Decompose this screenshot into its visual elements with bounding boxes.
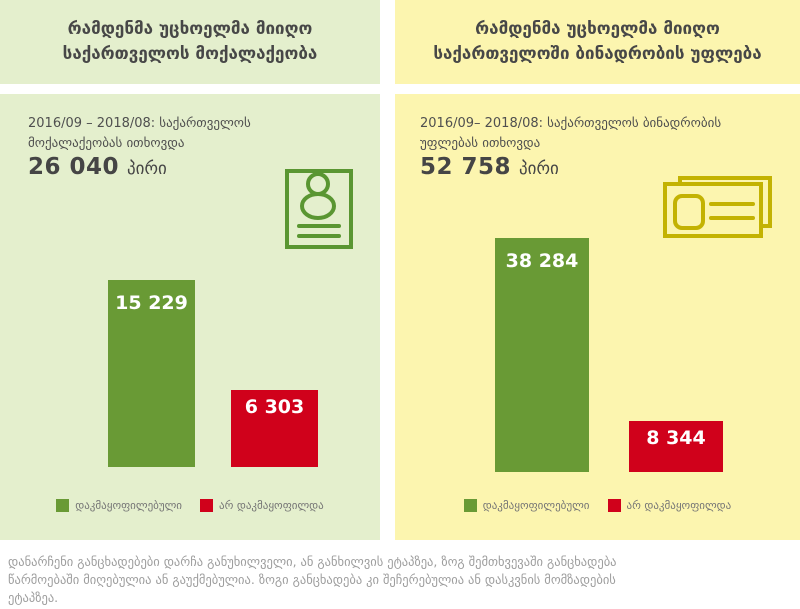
legend-label-approved: დაკმაყოფილებული bbox=[75, 499, 182, 512]
right-header-line2: საქართველოში ბინადრობის უფლება bbox=[433, 44, 762, 64]
legend-label-denied: არ დაკმაყოფილდა bbox=[626, 499, 732, 512]
legend-swatch-denied bbox=[200, 499, 213, 512]
legend-item-approved: დაკმაყოფილებული bbox=[463, 499, 590, 512]
legend-label-denied: არ დაკმაყოფილდა bbox=[219, 499, 324, 512]
legend-item-denied: არ დაკმაყოფილდა bbox=[200, 499, 324, 512]
legend-swatch-approved bbox=[56, 499, 70, 512]
residence-period-line2: უფლებას ითხოვდა bbox=[420, 136, 541, 151]
footnote: დანარჩენი განცხადებები დარჩა განუხილველი… bbox=[8, 553, 800, 607]
residence-total-unit: პირი bbox=[519, 159, 559, 179]
bar-approved: 38 284 bbox=[495, 238, 589, 472]
id-cards-icon bbox=[663, 176, 772, 238]
left-header: რამდენმა უცხოელმა მიიღო საქართველოს მოქა… bbox=[0, 0, 380, 84]
residence-total: 52 758 პირი bbox=[420, 154, 559, 180]
citizenship-period-line2: მოქალაქეობას ითხოვდა bbox=[28, 136, 185, 151]
footnote-line2: წარმოებაში მიღებულია ან გაუქმებულია. ზოგ… bbox=[8, 572, 616, 587]
legend-item-approved: დაკმაყოფილებული bbox=[56, 499, 182, 512]
footnote-line1: დანარჩენი განცხადებები დარჩა განუხილველი… bbox=[8, 554, 617, 569]
residence-total-number: 52 758 bbox=[420, 154, 512, 180]
citizenship-panel: 2016/09 – 2018/08: საქართველოს მოქალაქეო… bbox=[0, 94, 380, 540]
left-header-line2: საქართველოს მოქალაქეობა bbox=[62, 44, 318, 64]
left-header-line1: რამდენმა უცხოელმა მიიღო bbox=[67, 19, 313, 39]
bar-value-label: 8 344 bbox=[646, 427, 706, 449]
citizenship-total-unit: პირი bbox=[127, 159, 167, 179]
bar-denied: 8 344 bbox=[629, 421, 723, 472]
residence-period-line1: 2016/09– 2018/08: საქართველოს ბინადრობის bbox=[420, 116, 722, 131]
legend-swatch-approved bbox=[463, 499, 477, 512]
person-id-document-icon bbox=[285, 169, 353, 249]
citizenship-period-line1: 2016/09 – 2018/08: საქართველოს bbox=[28, 116, 251, 131]
residence-period-text: 2016/09– 2018/08: საქართველოს ბინადრობის… bbox=[420, 114, 721, 154]
legend-swatch-denied bbox=[607, 499, 621, 512]
residence-chart-legend: დაკმაყოფილებული არ დაკმაყოფილდა bbox=[395, 499, 800, 512]
residence-bar-chart: 38 284 8 344 bbox=[495, 238, 723, 472]
bar-denied: 6 303 bbox=[231, 390, 318, 467]
legend-item-denied: არ დაკმაყოფილდა bbox=[607, 499, 732, 512]
citizenship-chart-legend: დაკმაყოფილებული არ დაკმაყოფილდა bbox=[0, 499, 380, 512]
citizenship-total-number: 26 040 bbox=[28, 154, 120, 180]
right-header: რამდენმა უცხოელმა მიიღო საქართველოში ბინ… bbox=[395, 0, 800, 84]
bar-approved: 15 229 bbox=[108, 280, 195, 467]
citizenship-period-text: 2016/09 – 2018/08: საქართველოს მოქალაქეო… bbox=[28, 114, 251, 154]
right-header-line1: რამდენმა უცხოელმა მიიღო bbox=[475, 19, 720, 39]
two-column-layout: რამდენმა უცხოელმა მიიღო საქართველოს მოქა… bbox=[0, 0, 800, 540]
citizenship-total: 26 040 პირი bbox=[28, 154, 167, 180]
footnote-line3: ეტაპზეა. bbox=[8, 590, 59, 605]
citizenship-bar-chart: 15 229 6 303 bbox=[108, 280, 318, 467]
residence-panel: 2016/09– 2018/08: საქართველოს ბინადრობის… bbox=[395, 94, 800, 540]
bar-value-label: 6 303 bbox=[244, 396, 305, 418]
legend-label-approved: დაკმაყოფილებული bbox=[482, 499, 590, 512]
bar-value-label: 15 229 bbox=[115, 292, 188, 314]
bar-value-label: 38 284 bbox=[505, 250, 579, 272]
